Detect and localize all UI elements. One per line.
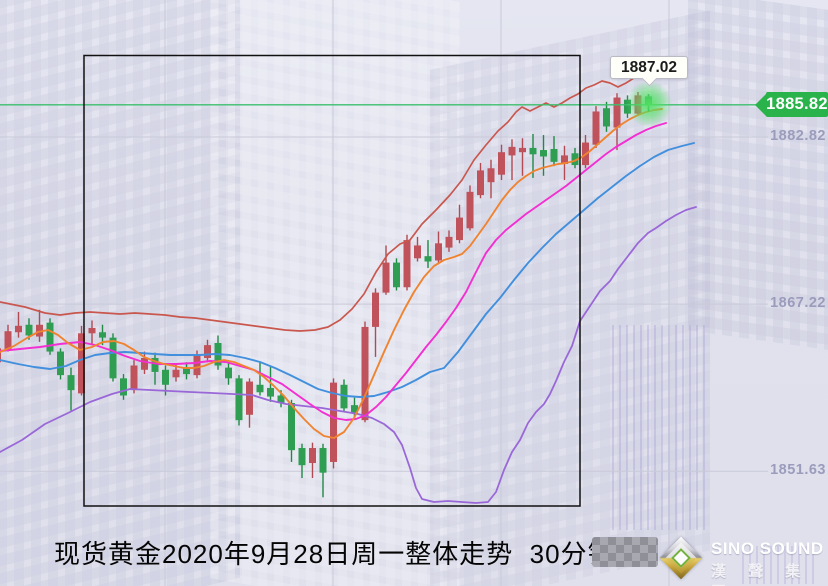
candle-body (414, 245, 421, 259)
indicator-ma_slow (0, 142, 695, 398)
candle-body (508, 146, 516, 156)
candle-body (36, 324, 43, 337)
candle-body (529, 147, 537, 155)
candle-body (246, 381, 253, 415)
focus-box (83, 54, 581, 507)
candle-body (46, 322, 54, 352)
candle-body (424, 256, 432, 262)
candle-body (571, 153, 579, 166)
candle-body (109, 337, 117, 379)
candle-body (351, 405, 358, 413)
candle-body (235, 378, 243, 421)
candle-body (403, 240, 411, 288)
candle-body (99, 332, 106, 338)
candle-body (151, 357, 159, 372)
candle-body (78, 333, 85, 394)
candle-body (0, 348, 1, 363)
candle-body (592, 111, 600, 145)
candle-body (183, 367, 190, 375)
logo-name-cn: 漢 聲 集 團 (711, 563, 810, 586)
candle-body (435, 243, 442, 261)
price-axis-label: 1882.82 (770, 127, 826, 144)
candle-body (466, 191, 474, 229)
candle-body (487, 168, 495, 183)
chart-caption: 现货黄金2020年9月28日周一整体走势 30分钟图 (54, 539, 642, 569)
candle-body (519, 147, 526, 153)
indicator-ma_fast (0, 108, 663, 439)
candle-body (88, 327, 96, 334)
candle-body (498, 152, 505, 175)
grid-layer (0, 0, 768, 586)
candle-body (130, 365, 138, 391)
candle-body (456, 217, 463, 241)
candle-body (361, 326, 369, 421)
candle-body (372, 292, 379, 327)
candle-body (298, 448, 306, 466)
candle-body (445, 236, 453, 248)
candle-body (340, 384, 348, 409)
candle-body (603, 108, 610, 127)
price-axis-label: 1867.22 (770, 295, 826, 312)
candle-body (15, 325, 22, 333)
candle-body (288, 403, 295, 451)
candle-body (141, 357, 148, 370)
candle-body (57, 351, 64, 376)
high-price-tooltip: 1887.02 (610, 56, 688, 79)
candle-body (393, 262, 400, 288)
candle-body (561, 155, 568, 164)
candle-body (550, 148, 558, 162)
candle-body (319, 448, 327, 473)
candle-body (309, 448, 316, 464)
candle-body (613, 97, 621, 128)
candle-body (382, 262, 390, 293)
candle-body (204, 345, 211, 358)
indicator-lower_band (0, 206, 697, 504)
logo-name-en: SINO SOUND (711, 539, 824, 558)
candle-body (256, 384, 264, 393)
candle-body (25, 324, 33, 336)
candle-body (225, 367, 232, 379)
candles-layer (0, 91, 652, 498)
price-axis-label: 1851.63 (770, 462, 826, 479)
candle-body (172, 369, 180, 378)
candle-body (162, 369, 169, 385)
blurred-watermark (592, 537, 658, 567)
candle-body (120, 378, 127, 396)
candle-body (267, 387, 274, 397)
indicator-upper_band (0, 72, 666, 332)
candle-body (4, 331, 12, 351)
candle-body (540, 150, 547, 157)
current-price-tag: 1885.82 (755, 92, 828, 118)
live-candle-glow (625, 80, 672, 127)
candle-body (67, 375, 75, 391)
candle-body (193, 354, 201, 376)
indicator-ma_mid (0, 122, 667, 421)
candle-body (277, 395, 285, 404)
candle-body (330, 382, 337, 462)
candle-body (477, 170, 484, 196)
